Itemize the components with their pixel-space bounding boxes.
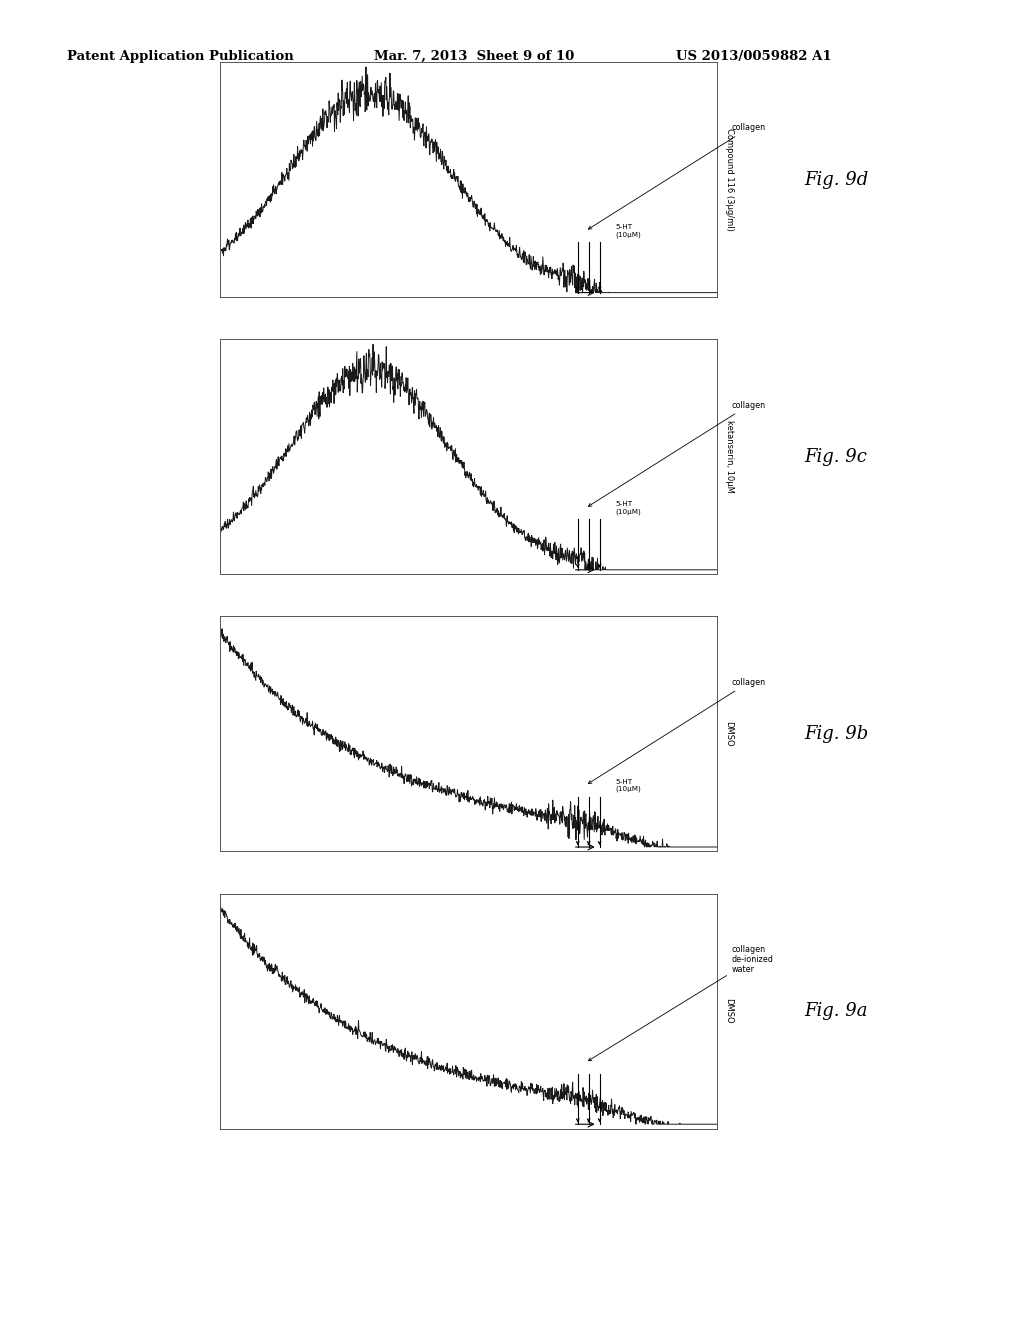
Text: Fig. 9b: Fig. 9b [804,725,868,743]
Text: Fig. 9c: Fig. 9c [804,447,866,466]
Text: collagen: collagen [589,123,766,230]
Text: 5-HT
(10μM): 5-HT (10μM) [615,779,641,792]
Text: collagen
de-ionized
water: collagen de-ionized water [589,945,773,1061]
Text: Mar. 7, 2013  Sheet 9 of 10: Mar. 7, 2013 Sheet 9 of 10 [374,50,574,63]
Text: US 2013/0059882 A1: US 2013/0059882 A1 [676,50,831,63]
Text: 5-HT
(10μM): 5-HT (10μM) [615,502,641,515]
Text: Fig. 9a: Fig. 9a [804,1002,867,1020]
Text: Fig. 9d: Fig. 9d [804,170,868,189]
Text: ketanserin, 10μM: ketanserin, 10μM [725,420,733,494]
Text: Compound 116 (3μg/ml): Compound 116 (3μg/ml) [725,128,733,231]
Text: DMSO: DMSO [725,721,733,747]
Text: 5-HT
(10μM): 5-HT (10μM) [615,224,641,238]
Text: collagen: collagen [589,400,766,507]
Text: collagen: collagen [589,677,766,784]
Text: Patent Application Publication: Patent Application Publication [67,50,293,63]
Text: DMSO: DMSO [725,998,733,1024]
